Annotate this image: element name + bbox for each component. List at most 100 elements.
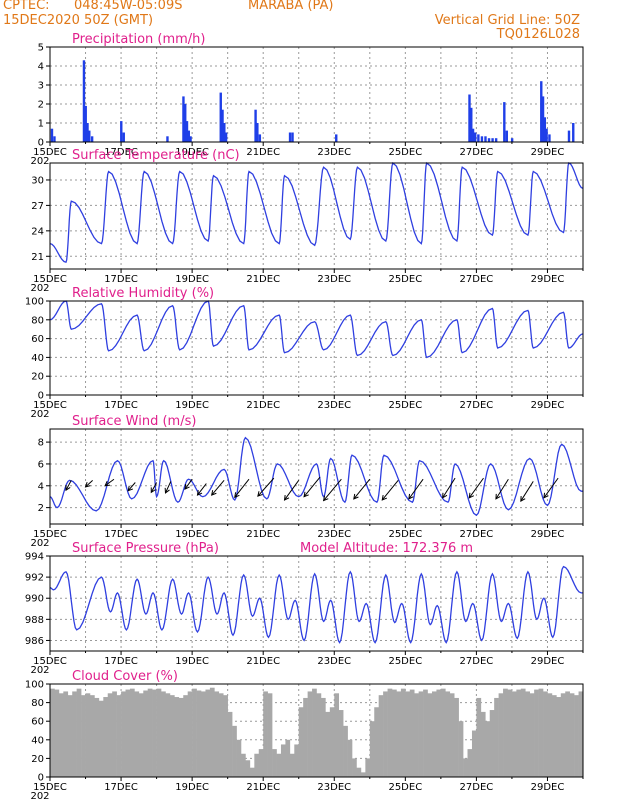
cloud-bar [387,688,393,777]
cloud-bar [489,710,495,777]
temperature-x-tick-label: 25DEC [388,274,422,285]
wind-arrow-head [408,493,414,500]
humidity-line [49,300,584,359]
cloud-x-tick-label: 25DEC [388,782,422,793]
precipitation-x-tick-label: 25DEC [388,147,422,158]
precipitation-y-tick-label: 3 [38,81,44,92]
precipitation-y-tick-label: 4 [38,62,44,73]
humidity-y-tick-label: 40 [31,353,44,364]
wind-arrow [197,483,207,496]
cloud-bar [285,739,291,777]
wind-arrow-head [283,494,290,501]
cloud-bar [245,760,251,777]
precip-bar [473,132,477,142]
precip-bar [468,94,471,142]
cloud-bar [516,689,522,777]
cloud-bar [298,707,304,777]
cloud-bar [303,697,308,777]
cloud-bar [143,690,149,777]
cloud-bar [574,695,579,777]
cloud-bar [152,689,157,777]
temperature-x-tick-label: 23DEC [317,274,351,285]
cloud-bar [138,693,144,777]
cloud-bar [209,687,215,777]
precip-bar [510,138,514,142]
wind-arrow [284,480,300,501]
pressure-x-tick-label: 25DEC [388,656,422,667]
cloud-title: Cloud Cover (%) [72,669,178,684]
precip-bar [567,130,571,142]
precip-bar [224,132,228,142]
cloud-year-label: 202 [30,791,49,800]
cloud-bar [396,691,402,777]
wind-arrow-head [381,494,388,501]
cloud-bar [529,693,535,777]
cloud-bar [449,693,455,777]
precip-bar [471,128,475,142]
pressure-x-tick-label: 29DEC [531,656,565,667]
wind-arrow-head [468,492,475,499]
wind-arrow-head [196,490,203,496]
precip-bar [480,136,484,142]
temperature-y-tick-label: 24 [31,226,44,237]
cloud-bar [267,693,273,777]
cloud-bar [76,688,82,777]
cloud-bar [547,693,553,777]
wind-arrow [127,482,136,492]
cloud-bar [400,688,406,777]
temperature-x-tick-label: 19DEC [175,274,209,285]
cloud-bar [329,707,335,777]
cloud-bar [445,691,451,777]
precip-bar [543,117,547,142]
temperature-x-tick-label: 27DEC [460,274,494,285]
cloud-bar [507,689,513,777]
cloud-bar [338,710,344,777]
pressure-annotation: Model Altitude: 172.376 m [300,541,473,556]
wind-arrow [150,482,158,493]
temperature-line [49,161,584,264]
wind-x-tick-label: 25DEC [388,529,422,540]
cloud-bar [392,689,397,777]
wind-x-tick-label: 29DEC [531,529,565,540]
pressure-x-tick-label: 23DEC [317,656,351,667]
wind-arrow-head [211,490,217,496]
pressure-x-tick-label: 17DEC [104,656,138,667]
wind-arrow [442,477,456,499]
cloud-bar [551,695,557,777]
header-run-time: 15DEC2020 50Z (GMT) [3,13,154,28]
humidity-y-tick-label: 0 [38,391,44,402]
wind-x-tick-label: 15DEC [33,529,67,540]
cloud-x-tick-label: 21DEC [246,782,280,793]
precip-bar [505,130,509,142]
cloud-bar [471,730,477,777]
precip-bar [548,134,551,142]
cloud-y-tick-label: 20 [31,754,44,765]
cloud-bar [276,753,282,777]
cloud-bar [409,689,415,777]
precip-bar [120,121,123,142]
temperature-x-tick-label: 15DEC [33,274,67,285]
precip-bar [491,138,494,142]
precip-bar [572,123,575,142]
cloud-bar [147,688,153,777]
wind-arrow-head [353,493,359,500]
cloud-bar [352,758,357,777]
pressure-x-tick-label: 19DEC [175,656,209,667]
wind-arrow-head [543,492,549,499]
cloud-bar [232,725,237,777]
pressure-x-tick-label: 21DEC [246,656,280,667]
cloud-bar [374,707,379,777]
wind-arrow-head [184,484,190,490]
pressure-y-tick-label: 986 [25,636,44,647]
cloud-bar [538,688,544,777]
wind-arrow-head [104,481,111,487]
precip-bar [90,136,94,142]
wind-arrow [408,478,424,500]
pressure-y-tick-label: 992 [25,573,44,584]
wind-arrow-head [257,491,263,497]
wind-frame [49,428,584,525]
pressure-title: Surface Pressure (hPa) [72,541,219,556]
cloud-bar [467,749,473,777]
cloud-bar [121,691,126,777]
cloud-bar [458,721,464,777]
